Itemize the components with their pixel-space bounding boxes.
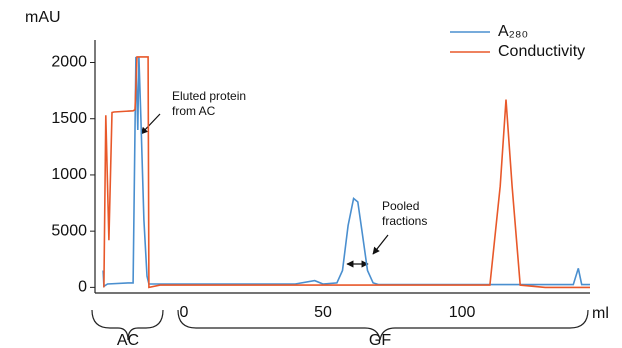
y-tick-label: 1000 xyxy=(51,166,87,183)
y-tick-label: 5000 xyxy=(51,222,87,239)
annotation-arrow xyxy=(140,113,161,135)
x-axis-title: ml xyxy=(592,305,609,322)
region-label: AC xyxy=(117,332,139,348)
x-tick-label: 100 xyxy=(449,304,476,321)
legend-label: A₂₈₀ xyxy=(498,23,528,40)
y-tick-label: 0 xyxy=(78,279,87,296)
annotation-arrow xyxy=(372,234,389,255)
x-tick-label: 0 xyxy=(180,304,189,321)
gf-bracket xyxy=(177,309,589,341)
annotation: Eluted protein xyxy=(172,89,246,103)
annotation: from AC xyxy=(172,104,216,118)
y-axis-title: mAU xyxy=(25,9,61,26)
ac-bracket xyxy=(91,309,164,341)
y-tick-label: 1500 xyxy=(51,110,87,127)
annotation: Pooled fractions xyxy=(382,199,427,228)
y-tick-label: 2000 xyxy=(51,54,87,71)
region-label: GF xyxy=(369,332,391,348)
x-tick-label: 50 xyxy=(314,304,332,321)
series-line xyxy=(103,56,590,289)
series-line xyxy=(102,56,590,288)
legend-label: Conductivity xyxy=(498,43,585,60)
